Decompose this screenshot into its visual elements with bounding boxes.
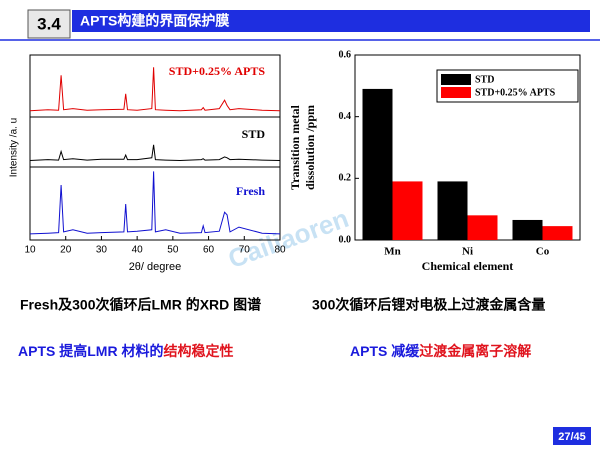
legend-swatch — [441, 74, 471, 85]
x-tick-label: 10 — [24, 245, 36, 256]
conclusion: APTS 减缓过渡金属离子溶解 — [350, 343, 531, 359]
x-tick-label: 80 — [274, 245, 286, 256]
legend-swatch — [441, 87, 471, 98]
y-tick-label: 0.4 — [339, 111, 352, 122]
x-tick-label: 50 — [167, 245, 179, 256]
trace-label: Fresh — [236, 184, 265, 198]
trace-label: STD — [242, 127, 266, 141]
title-bar — [72, 10, 590, 32]
bar — [392, 181, 423, 240]
bar — [437, 181, 468, 240]
x-tick-label: 30 — [96, 245, 108, 256]
x-axis-label: 2θ/ degree — [129, 261, 182, 273]
slide-title: APTS构建的界面保护膜 — [80, 13, 229, 29]
bar — [467, 215, 498, 240]
x-axis-label: Chemical element — [422, 259, 514, 273]
page-number: 27/45 — [558, 431, 586, 443]
xrd-trace — [29, 67, 281, 112]
y-tick-label: 0.6 — [339, 49, 352, 60]
y-axis-label: Intensity /a. u — [9, 118, 20, 177]
bar — [512, 219, 543, 240]
bar — [362, 88, 393, 241]
conclusion: APTS 提高LMR 材料的结构稳定性 — [18, 343, 233, 359]
conclusion-part: APTS 提高LMR 材料的 — [18, 343, 163, 359]
y-tick-label: 0.2 — [339, 173, 352, 184]
legend-label: STD — [475, 74, 494, 85]
x-tick-label: 60 — [203, 245, 215, 256]
section-number: 3.4 — [37, 14, 61, 33]
page-number-box — [553, 427, 591, 445]
caption: Fresh及300次循环后LMR 的XRD 图谱 — [20, 297, 261, 313]
xrd-trace — [29, 144, 281, 162]
x-tick-label: 70 — [239, 245, 251, 256]
conclusion-part: APTS 减缓 — [350, 343, 420, 359]
conclusion-part: 结构稳定性 — [163, 343, 233, 359]
x-tick-label: 40 — [132, 245, 144, 256]
y-axis-label: Transition metal — [288, 104, 302, 189]
xrd-trace — [29, 171, 281, 235]
bar — [542, 226, 573, 240]
plot-frame — [29, 54, 281, 241]
x-tick-label: Ni — [462, 246, 473, 258]
watermark: Cailiaoren — [224, 203, 352, 274]
conclusion-part: 过渡金属离子溶解 — [419, 343, 531, 359]
x-tick-label: Mn — [384, 246, 401, 258]
trace-label: STD+0.25% APTS — [169, 64, 266, 78]
y-tick-label: 0.0 — [339, 234, 352, 245]
x-tick-label: Co — [536, 246, 550, 258]
y-axis-label: dissolution /ppm — [303, 105, 317, 190]
legend-label: STD+0.25% APTS — [475, 87, 556, 98]
x-tick-label: 20 — [60, 245, 72, 256]
section-box — [27, 9, 71, 39]
caption: 300次循环后锂对电极上过渡金属含量 — [312, 297, 545, 313]
